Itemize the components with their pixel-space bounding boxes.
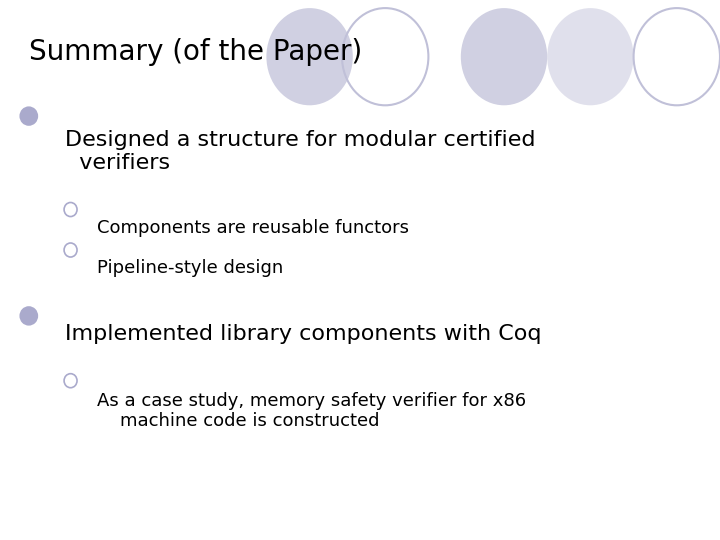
Text: Summary (of the Paper): Summary (of the Paper) <box>29 38 362 66</box>
Ellipse shape <box>547 8 634 105</box>
Text: Designed a structure for modular certified
  verifiers: Designed a structure for modular certifi… <box>65 130 535 173</box>
Ellipse shape <box>266 8 353 105</box>
Ellipse shape <box>19 106 38 126</box>
Text: As a case study, memory safety verifier for x86
    machine code is constructed: As a case study, memory safety verifier … <box>97 392 526 430</box>
Ellipse shape <box>19 306 38 326</box>
Text: Pipeline-style design: Pipeline-style design <box>97 259 284 277</box>
Ellipse shape <box>461 8 547 105</box>
Text: Implemented library components with Coq: Implemented library components with Coq <box>65 324 541 344</box>
Text: Components are reusable functors: Components are reusable functors <box>97 219 409 237</box>
